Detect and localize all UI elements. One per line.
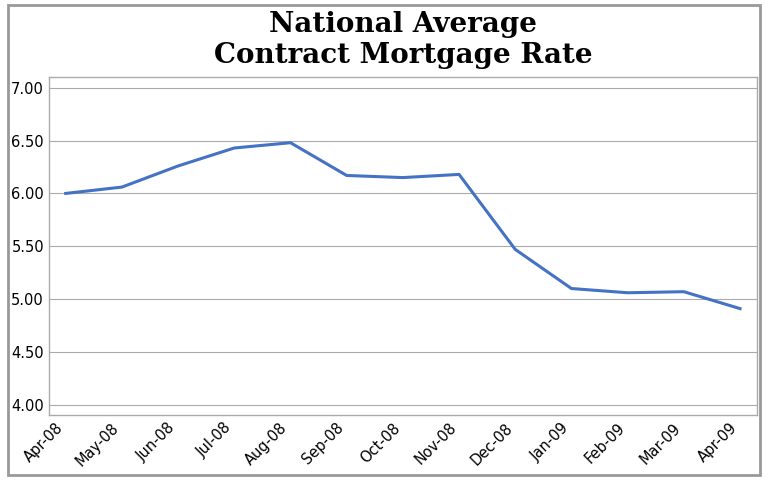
Title: National Average
Contract Mortgage Rate: National Average Contract Mortgage Rate bbox=[214, 11, 592, 69]
